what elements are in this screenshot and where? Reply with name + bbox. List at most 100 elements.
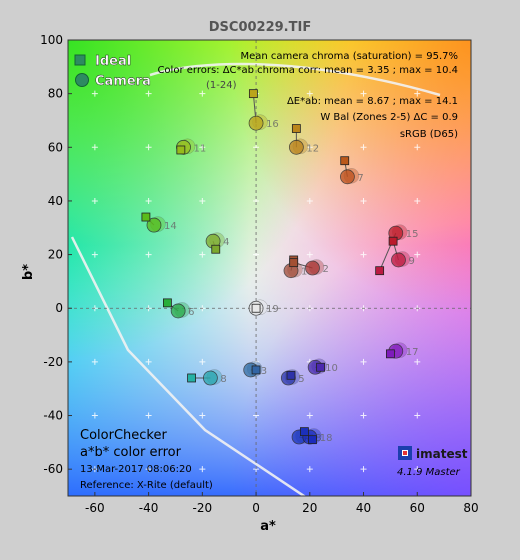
- camera-point: [288, 139, 304, 155]
- grid-mark: [414, 90, 421, 97]
- grid-mark: [306, 90, 313, 97]
- ideal-point: [316, 362, 325, 372]
- plot-frame: [67, 39, 472, 497]
- point-label: 8: [220, 374, 226, 385]
- x-tick-label: -20: [193, 501, 213, 515]
- grid-mark: [360, 90, 367, 97]
- ideal-point: [340, 156, 350, 166]
- grid-mark: [414, 251, 421, 258]
- y-tick-label: 20: [48, 248, 63, 262]
- grid-mark: [91, 197, 98, 204]
- ideal-point: [251, 303, 261, 313]
- point-label: 16: [266, 119, 279, 130]
- point-label: 6: [188, 307, 194, 318]
- grid-mark: [306, 197, 313, 204]
- stat-chroma-error: Color errors: ΔC*ab chroma corr: mean = …: [157, 65, 458, 76]
- camera-point: [248, 115, 264, 131]
- camera-point: [340, 169, 355, 185]
- grid-mark: [199, 358, 206, 365]
- zero-axes: [68, 40, 471, 496]
- grid-mark: [306, 466, 313, 473]
- ideal-point: [187, 373, 196, 383]
- x-tick-label: 80: [463, 501, 478, 515]
- point-label: 1: [301, 267, 307, 278]
- stats-block: Mean camera chroma (saturation) = 95.7% …: [157, 51, 458, 140]
- y-tick-label: 100: [40, 33, 63, 47]
- ideal-point: [308, 435, 317, 445]
- grid-mark: [91, 144, 98, 151]
- ideal-point: [291, 124, 301, 133]
- plot-background: [68, 40, 471, 496]
- panel-date: 13-Mar-2017 08:06:20: [80, 464, 192, 475]
- ideal-point: [286, 370, 296, 380]
- grid-mark: [360, 412, 367, 419]
- camera-point: [305, 260, 320, 276]
- ideal-point: [211, 244, 221, 254]
- ideal-point: [375, 266, 385, 276]
- grid-mark: [414, 412, 421, 419]
- grid-mark: [306, 144, 313, 151]
- x-tick-label: -40: [139, 501, 159, 515]
- grid-mark: [145, 358, 152, 365]
- stat-chroma: Mean camera chroma (saturation) = 95.7%: [240, 51, 458, 62]
- ideal-point: [388, 236, 398, 246]
- y-axis-label: b*: [21, 264, 36, 280]
- grid-mark: [199, 412, 206, 419]
- grid-mark: [306, 251, 313, 258]
- point-label: 5: [298, 374, 304, 385]
- panel-title: ColorChecker: [80, 428, 167, 443]
- grid-mark: [145, 197, 152, 204]
- legend-camera-label: Camera: [95, 74, 151, 89]
- grid-mark: [414, 466, 421, 473]
- info-panel: ColorChecker a*b* color error 13-Mar-201…: [80, 428, 213, 491]
- legend: Ideal Camera: [74, 54, 151, 89]
- grid-mark: [91, 412, 98, 419]
- point-label: 12: [306, 143, 319, 154]
- grid-mark: [145, 144, 152, 151]
- brand-name: imatest: [416, 447, 468, 461]
- point-label: 9: [408, 256, 414, 267]
- panel-reference: Reference: X-Rite (default): [80, 480, 213, 491]
- grid-mark: [414, 358, 421, 365]
- grid-mark: [360, 466, 367, 473]
- stat-colorspace: sRGB (D65): [400, 129, 458, 140]
- y-tick-label: 40: [48, 194, 63, 208]
- y-tick-label: 60: [48, 140, 63, 154]
- grid-mark: [414, 197, 421, 204]
- grid-mark: [145, 251, 152, 258]
- legend-ideal-marker: [74, 54, 86, 66]
- camera-point: [146, 217, 162, 233]
- ideal-point: [289, 258, 299, 268]
- grid-mark: [91, 90, 98, 97]
- stat-white-balance: W Bal (Zones 2-5) ΔC = 0.9: [320, 112, 458, 123]
- ideal-point: [300, 427, 309, 437]
- ideal-point: [385, 349, 395, 359]
- ideal-point: [176, 145, 186, 155]
- grid-mark: [306, 412, 313, 419]
- stat-range: (1-24): [206, 80, 237, 91]
- srgb-gamut-outline: [70, 62, 441, 496]
- panel-subtitle: a*b* color error: [80, 445, 182, 460]
- ideal-point: [248, 89, 258, 99]
- point-label: 15: [406, 229, 419, 240]
- ideal-point: [163, 298, 172, 308]
- grid-mark: [360, 144, 367, 151]
- chart-title: DSC00229.TIF: [209, 20, 311, 35]
- ideal-point: [141, 212, 151, 222]
- point-label: 7: [357, 173, 363, 184]
- y-tick-label: 0: [55, 301, 63, 315]
- legend-ideal-label: Ideal: [95, 54, 131, 69]
- version-label: 4.1.9 Master: [397, 467, 461, 478]
- grid-mark: [360, 358, 367, 365]
- point-label: 18: [320, 433, 333, 444]
- y-tick-label: -40: [43, 409, 63, 423]
- legend-camera-marker: [75, 73, 89, 87]
- x-axis-label: a*: [260, 519, 276, 534]
- grid-mark: [145, 466, 152, 473]
- y-tick-label: 80: [48, 87, 63, 101]
- y-tick-label: -60: [43, 462, 63, 476]
- x-tick-label: 60: [410, 501, 425, 515]
- grid-mark: [199, 144, 206, 151]
- camera-point: [391, 252, 406, 268]
- data-points: 12345678910111213141516171819: [141, 89, 419, 445]
